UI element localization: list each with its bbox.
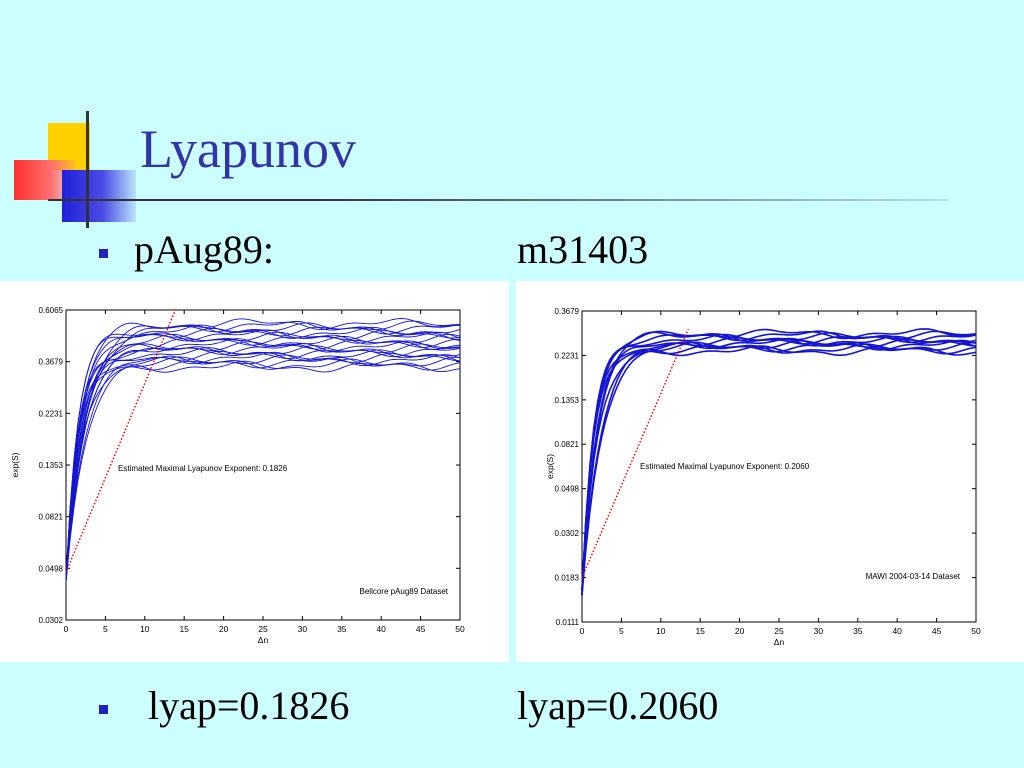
bullet1-left-text: pAug89: [134, 227, 274, 272]
series-line [65, 320, 460, 582]
bullet-marker [99, 705, 108, 714]
series-line [65, 333, 461, 575]
y-tick-label: 0.3679 [39, 358, 64, 367]
fit-line [581, 328, 690, 578]
exponent-annotation: Estimated Maximal Lyapunov Exponent: 0.2… [640, 462, 810, 471]
chart-right: 0 5 10 15 20 25 30 35 40 45 50 0.0111 0.0183 0.0302 0.… [545, 307, 981, 647]
x-tick-label: 45 [932, 626, 942, 636]
x-tick-label: 50 [971, 626, 981, 636]
y-tick-label: 0.1353 [555, 396, 580, 405]
series-line [65, 324, 461, 576]
chart-left: 0 5 10 15 20 25 30 35 40 45 50 0.0302 0.0498 0.0821 0.… [10, 306, 465, 645]
exponent-annotation: Estimated Maximal Lyapunov Exponent: 0.1… [118, 464, 288, 473]
series-line [65, 322, 461, 582]
series-line [581, 339, 977, 596]
y-tick-label: 0.0821 [555, 440, 580, 449]
y-tick-label: 0.0302 [555, 529, 580, 538]
series-line [65, 356, 461, 580]
y-tick-label: 0.0111 [556, 618, 580, 627]
chart-panel-right: 0 5 10 15 20 25 30 35 40 45 50 0.0111 0.0183 0.0302 0.… [516, 281, 1024, 662]
y-tick-label: 0.6065 [39, 306, 64, 315]
x-tick-label: 35 [853, 626, 863, 636]
y-tick-label: 0.1353 [39, 461, 64, 470]
x-axis-label: Δn [258, 635, 269, 645]
x-tick-label: 10 [140, 624, 150, 634]
x-tick-label: 5 [103, 624, 108, 634]
bullet2-left-text: lyap=0.1826 [148, 683, 350, 728]
y-axis-label: exp(S) [545, 454, 555, 479]
y-tick-label: 0.0821 [39, 513, 64, 522]
dataset-label: Bellcore pAug89 Dataset [360, 587, 449, 596]
series-line [65, 340, 461, 578]
fit-line [65, 307, 177, 573]
x-tick-label: 25 [258, 624, 268, 634]
x-tick-label: 20 [735, 626, 745, 636]
y-tick-label: 0.2231 [555, 351, 580, 360]
x-tick-label: 30 [298, 624, 308, 634]
deco-blue-square [62, 170, 136, 222]
series-line [65, 335, 460, 580]
bullet1-right-text: m31403 [517, 227, 649, 272]
series-line [65, 345, 461, 582]
y-tick-label: 0.0302 [39, 616, 64, 625]
x-tick-label: 30 [814, 626, 824, 636]
slide-title: Lyapunov [140, 119, 356, 179]
x-tick-label: 45 [416, 624, 426, 634]
series-line [581, 328, 977, 591]
bullet2-right-text: lyap=0.2060 [517, 683, 719, 728]
series-line [65, 331, 461, 580]
y-tick-label: 0.0498 [555, 485, 580, 494]
x-tick-label: 5 [619, 626, 624, 636]
y-axis-label: exp(S) [10, 452, 20, 477]
x-tick-label: 15 [179, 624, 189, 634]
x-tick-label: 35 [337, 624, 347, 634]
series-line [65, 347, 461, 582]
series-line [581, 331, 977, 595]
x-tick-label: 15 [695, 626, 705, 636]
series-line [65, 338, 461, 583]
x-axis-label: Δn [774, 637, 785, 647]
y-tick-label: 0.0183 [555, 574, 580, 583]
series-line [65, 318, 461, 576]
x-tick-label: 10 [656, 626, 666, 636]
y-tick-label: 0.2231 [39, 409, 64, 418]
series-line [65, 354, 461, 583]
x-tick-label: 25 [774, 626, 784, 636]
x-tick-label: 50 [455, 624, 465, 634]
series-line [581, 330, 977, 590]
y-tick-label: 0.0498 [39, 564, 64, 573]
series-line [65, 343, 461, 576]
dataset-label: MAWI 2004-03-14 Dataset [866, 572, 961, 581]
series-line [65, 349, 461, 576]
x-tick-label: 40 [892, 626, 902, 636]
x-tick-label: 40 [376, 624, 386, 634]
chart-panel-left: 0 5 10 15 20 25 30 35 40 45 50 0.0302 0.0498 0.0821 0.… [0, 281, 509, 662]
title-underline-fade [48, 199, 948, 201]
deco-vertical-line [86, 111, 89, 228]
y-tick-label: 0.3679 [555, 307, 580, 316]
x-tick-label: 0 [64, 624, 69, 634]
bullet-marker [99, 249, 108, 258]
x-tick-label: 0 [580, 626, 585, 636]
x-tick-label: 20 [219, 624, 229, 634]
